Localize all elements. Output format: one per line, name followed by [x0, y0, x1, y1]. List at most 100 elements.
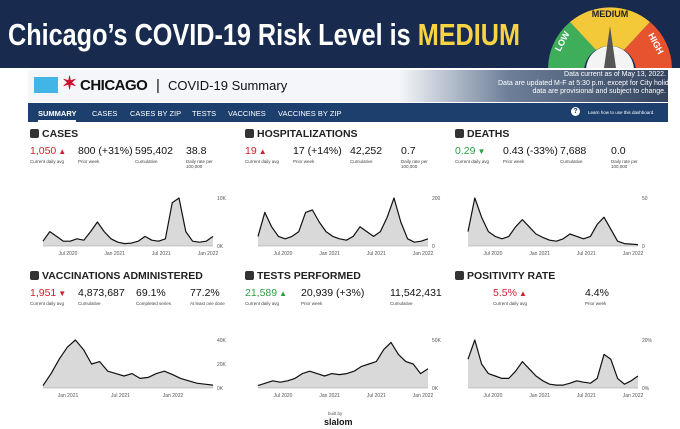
x-axis-label: Jan 2022 [163, 393, 184, 399]
nav-item[interactable]: VACCINES [228, 109, 266, 118]
stat-value: 7,688 [560, 145, 598, 157]
stat-value: 0.29 ▼ [455, 145, 493, 157]
stat: 77.2% At least one dose [190, 287, 228, 306]
stat: 69.1% Completed series [136, 287, 174, 306]
help-link[interactable]: Learn how to use this dashboard. [588, 110, 655, 115]
stat-value: 5.5% ▲ [493, 287, 531, 299]
sparkline-area [258, 198, 428, 246]
update-note: Data current as of May 13, 2022. Data ar… [498, 71, 668, 97]
stat-value: 4,873,687 [78, 287, 125, 299]
panel-title: POSITIVITY RATE [467, 270, 556, 282]
stat-number: 800 (+31%) [78, 145, 133, 157]
stat-label: Current daily avg [30, 159, 65, 164]
y-axis-label: 0K [217, 244, 224, 250]
stat-label: Daily rate per 100,000 [611, 159, 638, 169]
nav-item[interactable]: CASES BY ZIP [130, 109, 182, 118]
banner: ✶ CHICAGO | COVID-19 Summary Data curren… [28, 70, 668, 102]
stat-label: Current daily avg [493, 301, 528, 306]
sparkline-chart: 50K 0K Jul 2020 Jan 2021 Jul 2021 Jan 2022 [257, 338, 442, 399]
stat-value: 17 (+14%) [293, 145, 342, 157]
stat-number: 0.0 [611, 145, 626, 157]
stat: 7,688 Cumulative [560, 145, 598, 164]
subtitle: COVID-19 Summary [168, 78, 288, 93]
stat-value: 800 (+31%) [78, 145, 133, 157]
y-axis-label: 40K [217, 338, 227, 344]
stat-number: 7,688 [560, 145, 587, 157]
stat-label: Cumulative [560, 159, 583, 164]
x-axis-label: Jan 2022 [623, 251, 644, 257]
trend-arrow: ▼ [58, 289, 67, 298]
stat-label: Cumulative [135, 159, 158, 164]
stat-number: 0.7 [401, 145, 416, 157]
stat-value: 1,050 ▲ [30, 145, 68, 157]
sparkline-area [43, 198, 213, 246]
y-axis-label: 50 [642, 196, 648, 202]
x-axis-label: Jan 2021 [529, 251, 550, 257]
y-axis-label: 20K [217, 362, 227, 368]
stat-number: 1,951 [30, 287, 57, 299]
y-axis-label: 0K [432, 386, 439, 392]
gauge: LOW MEDIUM HIGH [547, 7, 673, 94]
stat-label: Daily rate per 100,000 [186, 159, 213, 169]
panel-icon [455, 129, 464, 138]
flag-block [34, 77, 58, 93]
stat-label: Current daily avg [245, 159, 280, 164]
stat-number: 5.5% [493, 287, 517, 299]
stat-label: Prior week [78, 159, 100, 164]
panel-title: DEATHS [467, 128, 510, 140]
stat-number: 17 (+14%) [293, 145, 342, 157]
divider: | [156, 77, 160, 94]
stat-label: Prior week [301, 301, 323, 306]
sparkline-line [42, 197, 214, 245]
x-axis-label: Jul 2020 [274, 393, 293, 399]
stat: 17 (+14%) Prior week [293, 145, 342, 164]
stat-value: 77.2% [190, 287, 228, 299]
stat: 800 (+31%) Prior week [78, 145, 133, 164]
sparkline-area [258, 342, 428, 388]
stat: 21,589 ▲ Current daily avg [245, 287, 287, 306]
panel: DEATHS 0.29 ▼ Current daily avg 0.43 (-33%) P… [455, 128, 660, 263]
stat-number: 21,589 [245, 287, 278, 299]
sparkline-chart: 50 0 Jul 2020 Jan 2021 Jul 2021 Jan 2022 [467, 196, 648, 257]
nav-item[interactable]: VACCINES BY ZIP [278, 109, 342, 118]
stat-label: Prior week [293, 159, 315, 164]
y-axis-label: 0% [642, 386, 650, 392]
stat: 38.8 Daily rate per 100,000 [186, 145, 224, 169]
nav-item[interactable]: SUMMARY [38, 109, 77, 122]
stat-label: Cumulative [390, 301, 413, 306]
stat-number: 4,873,687 [78, 287, 125, 299]
panel: CASES 1,050 ▲ Current daily avg 800 (+31%) Pr… [30, 128, 235, 263]
stat-number: 0.43 (-33%) [503, 145, 558, 157]
nav-item[interactable]: CASES [92, 109, 118, 118]
note-line: data are provisional and subject to chan… [532, 88, 666, 95]
header-graphic: Chicago’s COVID-19 Risk Level is MEDIUM … [8, 7, 673, 94]
stat-number: 11,542,431 [390, 287, 442, 299]
x-axis-label: Jan 2021 [58, 393, 79, 399]
panel-title: TESTS PERFORMED [257, 270, 361, 282]
stat: 1,050 ▲ Current daily avg [30, 145, 68, 164]
y-axis-label: 10K [217, 196, 227, 202]
sparkline-line [257, 197, 429, 243]
stat-label: Daily rate per 100,000 [401, 159, 428, 169]
x-axis-label: Jan 2021 [319, 393, 340, 399]
sparkline-chart: 20% 0% Jul 2020 Jan 2021 Jul 2021 Jan 2022 [467, 338, 653, 399]
stat-number: 38.8 [186, 145, 207, 157]
panel-title: VACCINATIONS ADMINISTERED [42, 270, 203, 282]
x-axis-label: Jul 2020 [274, 251, 293, 257]
x-axis-label: Jul 2020 [484, 251, 503, 257]
stat-label: At least one dose [190, 301, 225, 306]
nav-item[interactable]: TESTS [192, 109, 217, 118]
help-icon[interactable]: ? [571, 107, 580, 116]
x-axis-label: Jul 2021 [577, 393, 596, 399]
trend-arrow: ▼ [477, 147, 486, 156]
sparkline-area [468, 198, 638, 246]
x-axis-label: Jan 2022 [623, 393, 644, 399]
x-axis-label: Jul 2021 [367, 251, 386, 257]
x-axis-label: Jan 2022 [198, 251, 219, 257]
stat: 4.4% Prior week [585, 287, 623, 306]
stat-label: Prior week [503, 159, 525, 164]
x-axis-label: Jan 2022 [413, 251, 434, 257]
sparkline-line [467, 197, 639, 246]
stat: 19 ▲ Current daily avg [245, 145, 283, 164]
stat-value: 1,951 ▼ [30, 287, 68, 299]
